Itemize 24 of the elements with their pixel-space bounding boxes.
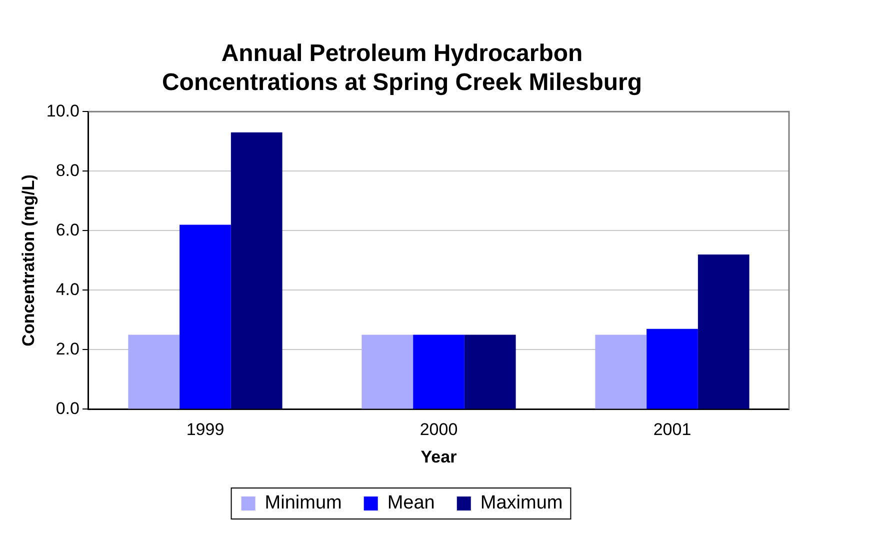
x-tick-label: 2000 xyxy=(420,420,458,440)
y-tick-label: 10.0 xyxy=(46,101,80,120)
bar xyxy=(362,334,414,409)
bar xyxy=(595,334,647,409)
bar xyxy=(180,224,231,409)
legend-label: Mean xyxy=(387,492,435,514)
x-axis-title: Year xyxy=(420,447,458,466)
y-tick-label: 4.0 xyxy=(56,280,80,299)
legend-label: Minimum xyxy=(264,492,342,514)
y-tick-label: 8.0 xyxy=(56,160,80,180)
x-tick-label: 2001 xyxy=(653,420,692,440)
y-tick-label: 0.0 xyxy=(56,398,80,418)
bar xyxy=(128,334,180,409)
y-tick-label: 6.0 xyxy=(56,220,80,240)
y-axis-title: Concentration (mg/L) xyxy=(18,174,38,346)
bar xyxy=(230,132,282,409)
chart-title: Annual Petroleum Hydrocarbon Concentrations at Spring Creek Milesburg xyxy=(162,40,642,96)
bar xyxy=(698,254,750,409)
legend-label: Maximum xyxy=(480,492,563,514)
bar xyxy=(646,328,698,409)
x-tick-label: 1999 xyxy=(186,420,224,440)
bar xyxy=(464,334,516,409)
bar xyxy=(413,334,464,409)
y-tick-label: 2.0 xyxy=(56,339,80,358)
